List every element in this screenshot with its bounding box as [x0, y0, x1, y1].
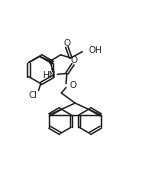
Text: OH: OH — [89, 46, 102, 55]
Text: Cl: Cl — [29, 91, 37, 100]
Text: O: O — [70, 56, 77, 65]
Text: HN: HN — [42, 71, 56, 80]
Text: O: O — [63, 39, 70, 48]
Text: O: O — [70, 81, 77, 90]
